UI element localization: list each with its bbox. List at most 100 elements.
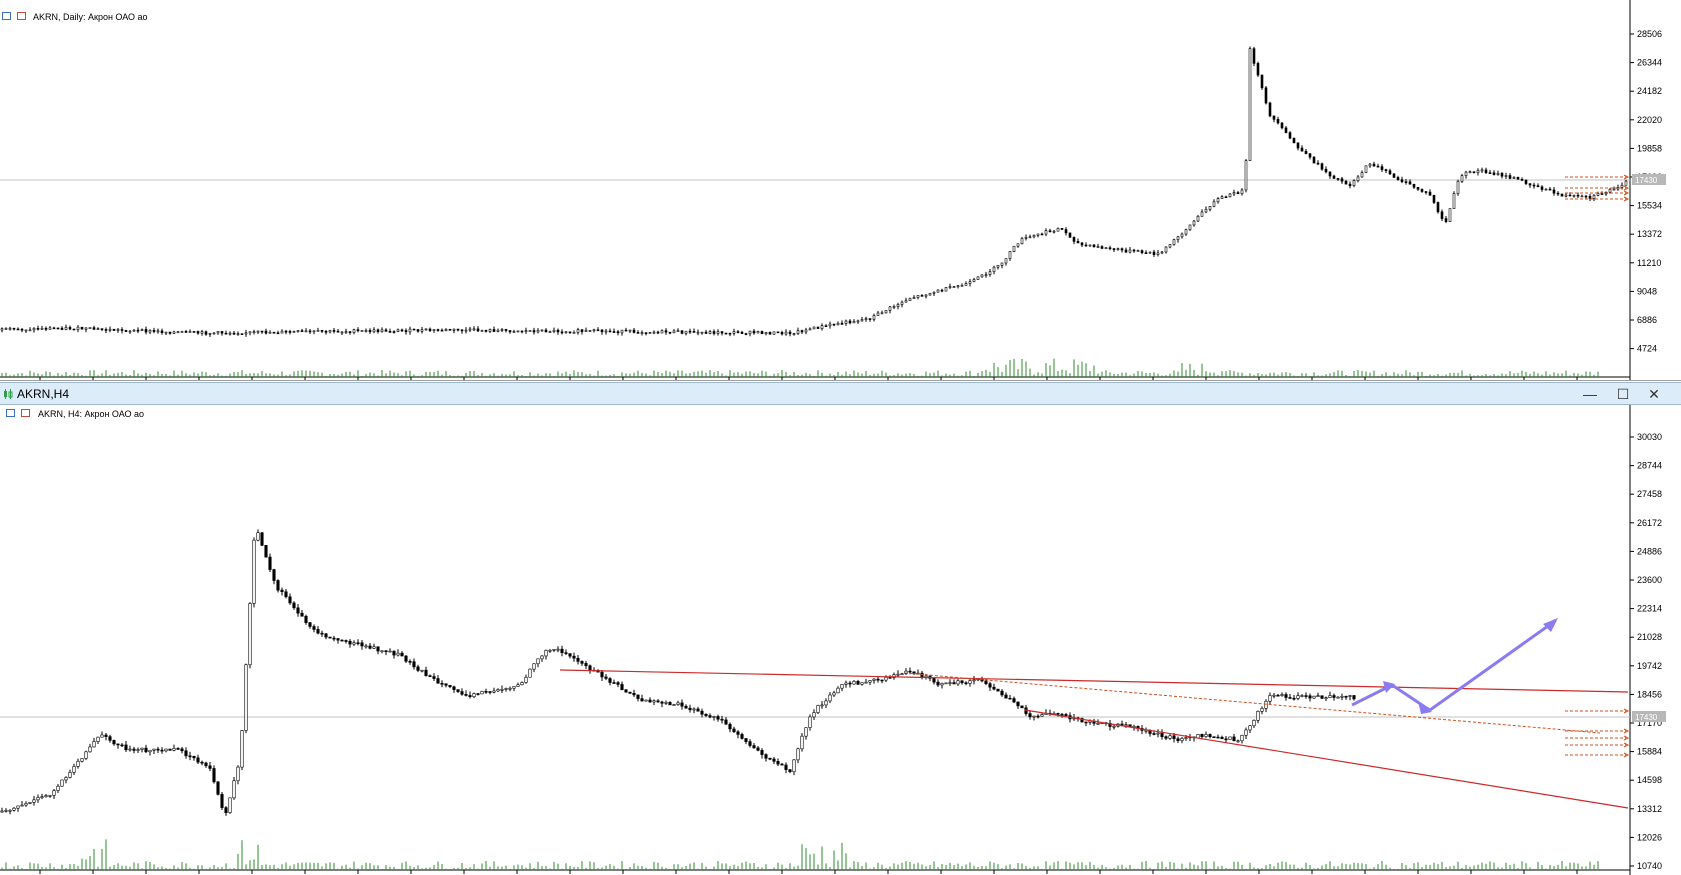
candle-body <box>1320 695 1324 699</box>
candle-body <box>492 329 496 332</box>
chart-grid-icon[interactable] <box>2 12 11 20</box>
candle-body <box>60 779 64 787</box>
candle-body <box>456 689 460 692</box>
candle-body <box>1560 193 1564 197</box>
candle-body <box>200 761 204 764</box>
candle-body <box>352 642 356 645</box>
candle-body <box>296 330 300 332</box>
candle-body <box>1056 713 1060 715</box>
candle-body <box>44 795 48 798</box>
candle-body <box>596 329 600 332</box>
projection-arrowhead <box>1418 701 1432 714</box>
candle-body <box>1120 248 1124 251</box>
candle-body <box>56 327 60 330</box>
order-level-arrow <box>1623 185 1630 191</box>
candle-body <box>696 708 700 712</box>
h4-candlestick-chart[interactable]: 30030 28744 27458 26172 24886 23600 22314 21028… <box>0 405 1681 875</box>
candle-body <box>1344 180 1348 185</box>
candle-body <box>704 713 708 716</box>
chart-indicator-icon[interactable] <box>17 12 26 20</box>
candle-body <box>1620 184 1624 188</box>
candle-body <box>184 750 188 757</box>
candle-body <box>592 329 596 332</box>
candle-body <box>420 329 424 332</box>
candle-body <box>76 760 80 767</box>
candle-body <box>1456 180 1460 195</box>
candle-body <box>1152 251 1156 255</box>
candle-body <box>620 329 624 334</box>
h4-window-titlebar[interactable]: AKRN,H4 — ☐ ✕ <box>0 382 1681 405</box>
candle-body <box>336 638 340 641</box>
candle-body <box>816 705 820 713</box>
candle-body <box>1012 245 1016 252</box>
candle-body <box>1116 248 1120 250</box>
price-tick-label: 4724 <box>1637 344 1657 354</box>
candle-body <box>756 747 760 751</box>
candle-body <box>908 298 912 302</box>
chart-indicator-icon[interactable] <box>21 409 30 417</box>
candle-body <box>820 325 824 329</box>
candle-body <box>680 702 684 707</box>
candle-body <box>52 790 56 796</box>
candle-body <box>1396 177 1400 180</box>
candle-body <box>120 329 124 331</box>
candle-body <box>1344 695 1348 698</box>
candle-body <box>256 532 260 541</box>
candle-body <box>1316 162 1320 165</box>
candle-body <box>104 734 108 737</box>
candle-body <box>564 652 568 654</box>
candle-body <box>1304 695 1308 697</box>
candle-body <box>24 329 28 332</box>
price-tick-label: 28506 <box>1637 29 1662 39</box>
candle-body <box>1176 236 1180 241</box>
candle-body <box>388 650 392 653</box>
candle-body <box>292 602 296 609</box>
candle-body <box>496 689 500 692</box>
candle-body <box>1096 722 1100 725</box>
chart-grid-icon[interactable] <box>6 409 15 417</box>
candle-body <box>564 331 568 334</box>
candle-body <box>792 333 796 335</box>
h4-chart-label: AKRN, H4: Акрон ОАО ао <box>38 409 145 419</box>
candle-body <box>1016 701 1020 707</box>
price-tick-label: 22314 <box>1637 604 1662 614</box>
candle-body <box>804 727 808 737</box>
daily-chart-panel[interactable]: AKRN, Daily: Акрон ОАО ао 28506 26344 2418… <box>0 0 1681 381</box>
candle-body <box>128 748 132 751</box>
candle-body <box>632 692 636 696</box>
candle-body <box>348 331 352 333</box>
candle-body <box>444 328 448 331</box>
candle-body <box>172 748 176 751</box>
maximize-button[interactable]: ☐ <box>1616 386 1630 402</box>
candle-body <box>408 328 412 333</box>
candle-body <box>368 645 372 649</box>
candle-body <box>216 331 220 334</box>
minimize-button[interactable]: — <box>1583 386 1597 402</box>
candle-body <box>832 323 836 326</box>
candle-body <box>856 320 860 323</box>
candle-body <box>320 632 324 635</box>
candle-body <box>672 330 676 334</box>
candle-body <box>960 285 964 287</box>
candle-body <box>136 749 140 751</box>
candle-body <box>952 682 956 685</box>
candle-body <box>276 332 280 335</box>
candle-body <box>1084 721 1088 724</box>
close-button[interactable]: ✕ <box>1648 386 1660 402</box>
candle-body <box>132 748 136 751</box>
price-tick-label: 24886 <box>1637 546 1662 556</box>
h4-chart-panel[interactable]: AKRN, H4: Акрон ОАО ао 30030 28744 27458 26… <box>0 405 1681 875</box>
descending-trendline <box>1024 709 1629 809</box>
candle-body <box>288 596 292 604</box>
candle-body <box>208 765 212 769</box>
candle-body <box>1332 695 1336 698</box>
candle-body <box>484 330 488 332</box>
candle-body <box>812 712 816 718</box>
candle-body <box>276 580 280 591</box>
candle-body <box>196 331 200 334</box>
candle-body <box>1076 241 1080 244</box>
daily-candlestick-chart[interactable]: 2850626344241822202019858176961553413372… <box>0 0 1681 380</box>
candle-body <box>536 658 540 665</box>
candle-body <box>460 691 464 695</box>
candle-body <box>1480 169 1484 172</box>
